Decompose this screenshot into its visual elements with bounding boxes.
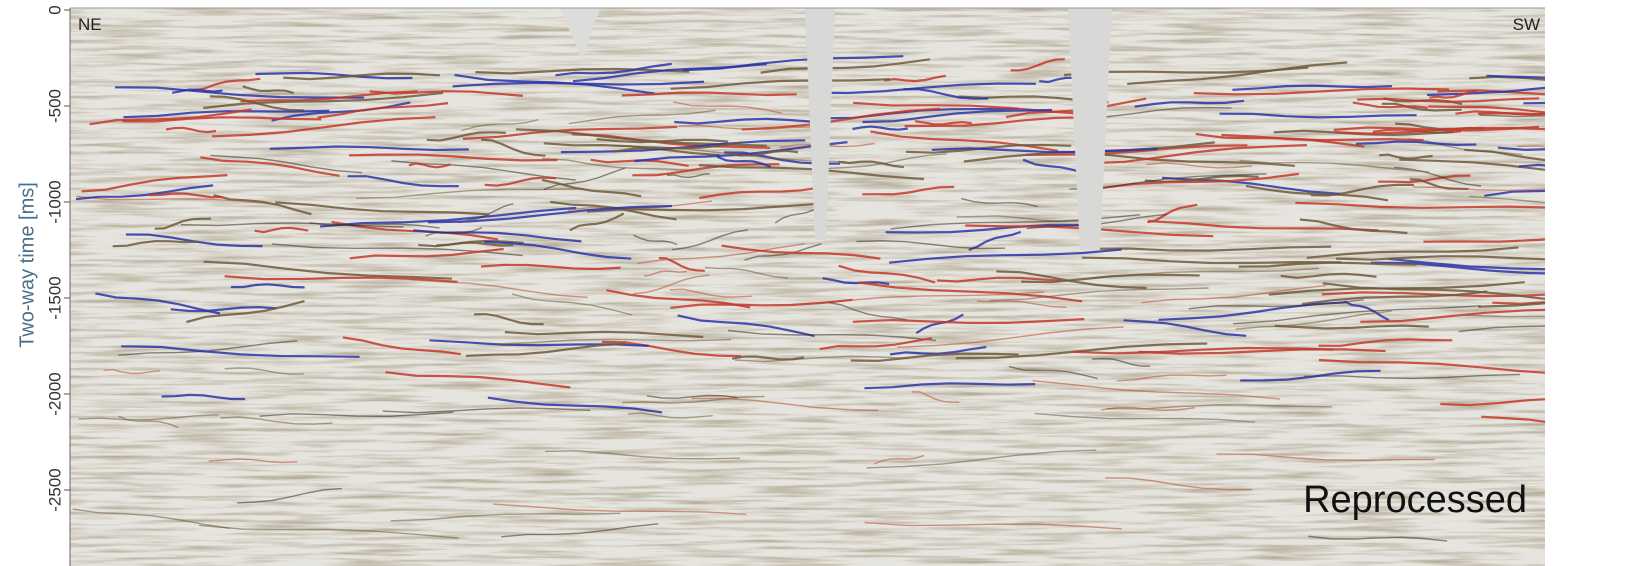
direction-label: NE — [78, 15, 102, 34]
direction-label: SW — [1513, 15, 1540, 34]
y-ticks: 0 -500 -1000 -1500 -2000 -2500 — [45, 5, 70, 511]
y-tick-label: -500 — [45, 89, 64, 123]
y-tick-label: -1000 — [45, 180, 64, 223]
y-tick-label: -2500 — [45, 468, 64, 511]
seismic-figure: 0 -500 -1000 -1500 -2000 -2500 Two-way time [… — [0, 0, 1649, 566]
y-tick-label: -2000 — [45, 372, 64, 415]
y-tick-label: -1500 — [45, 276, 64, 319]
y-tick-label: 0 — [45, 5, 64, 14]
y-axis-label: Two-way time [ms] — [16, 182, 38, 348]
caption: Reprocessed — [1303, 479, 1527, 521]
page: 0 -500 -1000 -1500 -2000 -2500 Two-way time [… — [0, 0, 1649, 566]
